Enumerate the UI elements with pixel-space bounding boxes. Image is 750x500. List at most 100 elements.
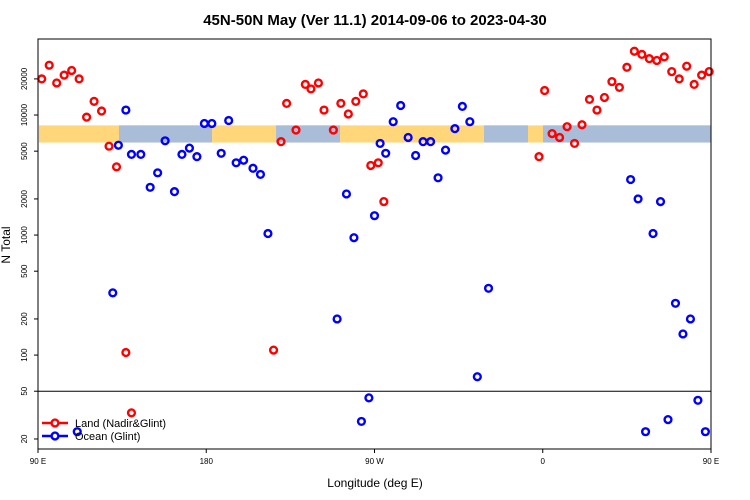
ocean-point <box>332 314 342 324</box>
ocean-point <box>396 100 406 111</box>
ocean-point <box>145 182 155 192</box>
land-point <box>637 49 647 60</box>
y-tick-label: 5000 <box>20 142 29 160</box>
land-point <box>291 125 301 135</box>
ocean-point <box>633 194 643 204</box>
ocean-point <box>72 427 82 437</box>
land-point <box>336 98 346 108</box>
ocean-point <box>403 132 413 143</box>
land-point <box>562 122 572 132</box>
y-tick-label: 20 <box>20 434 29 443</box>
x-tick-label: 0 <box>541 457 546 466</box>
ocean-point <box>216 148 226 158</box>
y-tick-label: 10000 <box>20 103 29 126</box>
land-point <box>697 70 707 80</box>
land-point <box>319 105 329 115</box>
ocean-point <box>425 137 436 147</box>
land-point <box>704 67 714 77</box>
ocean-point <box>440 145 451 155</box>
ocean-point <box>700 427 710 437</box>
ocean-point <box>655 196 666 207</box>
land-point <box>343 109 353 119</box>
ocean-band-segment <box>119 125 212 143</box>
ocean-point <box>169 187 180 197</box>
legend-swatch-marker <box>50 431 60 441</box>
ocean-point <box>113 140 123 150</box>
land-point <box>121 347 131 358</box>
ocean-point <box>153 168 163 178</box>
land-point <box>682 61 692 71</box>
ocean-point <box>483 283 494 293</box>
ocean-point <box>160 136 170 146</box>
land-point <box>569 138 580 149</box>
ocean-point <box>457 101 467 112</box>
ocean-point <box>207 118 217 129</box>
land-point <box>373 158 383 168</box>
land-point <box>652 55 662 66</box>
land-point <box>37 74 47 84</box>
land-point <box>126 408 137 418</box>
land-point <box>689 79 699 89</box>
land-point <box>667 67 677 77</box>
axes-group: 90 E 180 90 W 0 90 E 20 50 100 200 500 1000 2000 500… <box>20 67 719 466</box>
y-tick-label: 200 <box>20 312 29 326</box>
ocean-point <box>472 372 482 382</box>
land-point <box>629 46 639 56</box>
land-point <box>268 345 279 355</box>
land-point <box>534 152 544 162</box>
x-tick-label: 90 E <box>30 457 46 466</box>
ocean-point <box>663 415 673 425</box>
land-point <box>306 84 316 94</box>
ocean-point <box>626 174 636 185</box>
ocean-point <box>192 152 202 162</box>
land-point <box>300 79 310 89</box>
land-point <box>659 52 669 62</box>
ocean-band-segment <box>484 125 528 143</box>
land-point <box>584 94 595 104</box>
land-point <box>59 70 69 80</box>
land-point <box>67 65 77 76</box>
land-point <box>111 162 122 172</box>
ocean-point <box>369 211 380 221</box>
land-point <box>313 78 324 88</box>
land-point <box>622 62 632 72</box>
land-point <box>44 60 54 70</box>
land-ocean-mask-band <box>39 125 711 143</box>
ocean-point <box>255 169 266 180</box>
land-point <box>644 54 654 64</box>
land-point <box>52 78 62 88</box>
land-point <box>358 89 368 99</box>
ocean-point <box>670 298 681 308</box>
y-axis-label: N Total <box>0 226 13 263</box>
ocean-band-segment <box>543 125 711 143</box>
plot-frame <box>37 38 712 450</box>
land-point <box>547 129 557 139</box>
ocean-point <box>411 150 421 161</box>
ocean-point <box>685 314 696 324</box>
land-point <box>328 125 338 135</box>
ocean-point <box>263 228 273 239</box>
land-point <box>276 137 286 147</box>
legend-label: Ocean (Glint) <box>75 431 140 443</box>
chart-title: 45N-50N May (Ver 11.1) 2014-09-06 to 202… <box>203 12 547 29</box>
legend-swatch-marker <box>50 418 60 428</box>
ocean-point <box>678 329 688 339</box>
ocean-point <box>450 124 460 134</box>
land-point <box>540 85 550 96</box>
land-point <box>577 120 587 130</box>
land-point <box>599 92 610 103</box>
x-tick-label: 90 W <box>365 457 384 466</box>
ocean-point <box>364 393 374 403</box>
ocean-point <box>433 173 443 183</box>
ocean-point <box>177 149 187 159</box>
ocean-point <box>388 117 398 127</box>
y-tick-label: 1000 <box>20 226 29 244</box>
land-point <box>674 74 684 84</box>
land-point <box>351 96 361 106</box>
y-tick-label: 2000 <box>20 189 29 207</box>
ocean-point <box>136 149 146 159</box>
legend-label: Land (Nadir&Glint) <box>75 418 166 430</box>
ocean-point <box>231 158 241 168</box>
data-points-group <box>37 46 714 437</box>
